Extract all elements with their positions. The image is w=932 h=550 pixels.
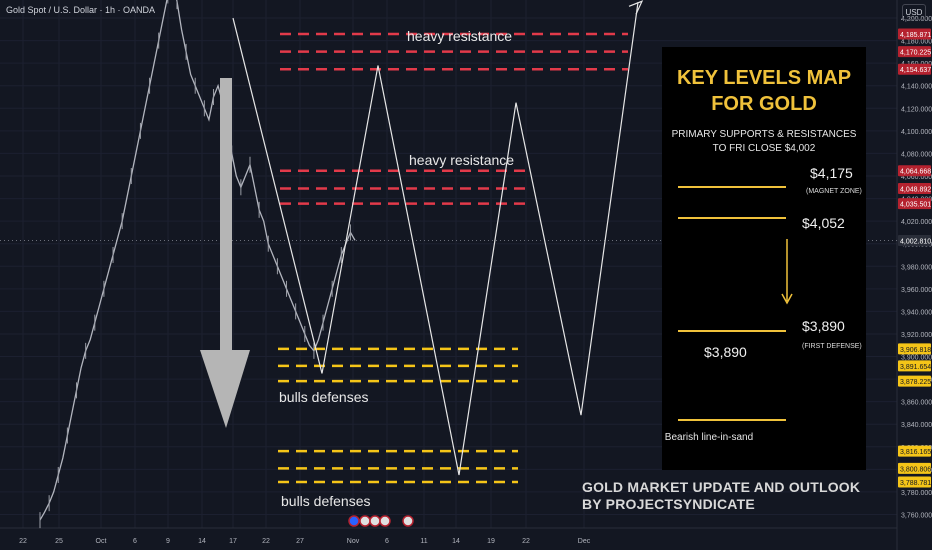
level-line-4052: [678, 217, 786, 219]
symbol-title[interactable]: Gold Spot / U.S. Dollar · 1h · OANDA: [6, 5, 156, 15]
x-tick-label: Nov: [347, 538, 360, 545]
level-price-3890-left: $3,890: [704, 344, 747, 360]
level-note-first-defense: (FIRST DEFENSE): [802, 343, 862, 350]
level-price-4175: $4,175: [810, 165, 853, 181]
event-marker-icon: [379, 515, 391, 527]
y-tick-label: 4,100.000: [901, 129, 932, 136]
y-tick-label: 4,180.000: [901, 39, 932, 46]
x-tick-label: 14: [198, 538, 206, 545]
y-tick-label: 3,780.000: [901, 490, 932, 497]
y-tick-label: 3,940.000: [901, 309, 932, 316]
y-tick-label: 4,120.000: [901, 106, 932, 113]
price-series-line: [39, 0, 356, 521]
price-badge-label: 4,035.501: [900, 202, 931, 209]
price-badge-label: 4,154.637: [900, 67, 931, 74]
event-marker-icon: [369, 515, 381, 527]
y-tick-label: 4,140.000: [901, 84, 932, 91]
y-tick-label: 3,960.000: [901, 287, 932, 294]
price-badge-label: 3,816.165: [900, 449, 931, 456]
y-tick-label: 3,920.000: [901, 332, 932, 339]
price-badge-label: 4,064.668: [900, 169, 931, 176]
price-badge: [898, 343, 931, 355]
price-badge-label: 3,891.654: [900, 364, 931, 371]
zone-label-heavy-resistance-top: heavy resistance: [407, 28, 513, 44]
level-line-3890: [678, 330, 786, 332]
price-badge: [898, 462, 931, 474]
price-badge: [898, 235, 931, 247]
key-levels-panel: KEY LEVELS MAP FOR GOLD PRIMARY SUPPORTS…: [662, 47, 866, 470]
panel-title-line-2: FOR GOLD: [711, 93, 817, 115]
y-tick-label: 3,900.000: [901, 355, 932, 362]
y-tick-label: 3,860.000: [901, 400, 932, 407]
x-tick-label: 11: [420, 538, 427, 545]
level-price-3890: $3,890: [802, 318, 845, 334]
footer-title: GOLD MARKET UPDATE AND OUTLOOK: [582, 479, 861, 495]
price-badge-label: 4,048.892: [900, 187, 931, 194]
currency-label[interactable]: USD: [902, 4, 926, 20]
bearish-line-label: Bearish line-in-sand: [664, 432, 754, 443]
zone-label-bulls-defenses-2: bulls defenses: [281, 493, 371, 509]
x-tick-label: 17: [229, 538, 237, 545]
projection-arrowhead: [628, 0, 644, 15]
x-tick-label: 9: [166, 538, 170, 545]
y-tick-label: 4,060.000: [901, 174, 932, 181]
level-line-4175: [678, 186, 786, 188]
y-tick-label: 4,080.000: [901, 151, 932, 158]
price-badge: [898, 63, 931, 75]
price-badge: [898, 445, 931, 457]
price-badge-label: 4,185.871: [900, 32, 931, 39]
x-tick-label: 22: [522, 538, 530, 545]
bearish-down-arrow: [200, 78, 250, 428]
panel-title-line-1: KEY LEVELS MAP: [676, 67, 852, 89]
price-badge-label: 3,788.781: [900, 480, 931, 487]
x-tick-label: 14: [452, 538, 460, 545]
x-tick-label: 22: [19, 538, 27, 545]
price-badge: [898, 375, 931, 387]
price-badge: [898, 183, 931, 195]
price-badge: [898, 198, 931, 210]
price-badge-label: 4,002.810: [900, 239, 931, 246]
panel-subtitle-line-1: PRIMARY SUPPORTS & RESISTANCES: [671, 129, 857, 140]
price-badge: [898, 165, 931, 177]
level-note-magnet-zone: (MAGNET ZONE): [806, 188, 862, 195]
price-badge-label: 3,800.806: [900, 466, 931, 473]
x-tick-label: 22: [262, 538, 270, 545]
event-marker-icon: [402, 515, 414, 527]
price-badge-label: 4,170.225: [900, 50, 931, 57]
event-marker-icon: [359, 515, 371, 527]
price-badge: [898, 46, 931, 58]
x-tick-label: 6: [133, 538, 137, 545]
level-price-4052: $4,052: [802, 215, 845, 231]
panel-subtitle-line-2: TO FRI CLOSE $4,002: [712, 143, 816, 154]
price-badge-label: 3,906.818: [900, 347, 931, 354]
y-tick-label: 3,840.000: [901, 422, 932, 429]
zone-label-heavy-resistance-mid: heavy resistance: [409, 152, 515, 168]
x-tick-label: Dec: [578, 538, 591, 545]
y-tick-label: 3,980.000: [901, 264, 932, 271]
price-badge: [898, 360, 931, 372]
x-tick-label: 6: [385, 538, 389, 545]
x-tick-label: 19: [487, 538, 495, 545]
level-line-bearish: [678, 419, 786, 421]
price-badge-label: 3,878.225: [900, 379, 931, 386]
projection-path: [232, 2, 639, 476]
y-tick-label: 4,020.000: [901, 219, 932, 226]
down-arrow-icon: [781, 239, 793, 305]
price-badge: [898, 28, 931, 40]
event-marker-icon: [348, 515, 360, 527]
x-tick-label: Oct: [96, 538, 107, 545]
zone-label-bulls-defenses-1: bulls defenses: [279, 389, 369, 405]
footer-author: BY PROJECTSYNDICATE: [582, 496, 755, 512]
price-badge: [898, 476, 931, 488]
x-tick-label: 27: [296, 538, 304, 545]
x-tick-label: 25: [55, 538, 63, 545]
y-tick-label: 3,760.000: [901, 512, 932, 519]
